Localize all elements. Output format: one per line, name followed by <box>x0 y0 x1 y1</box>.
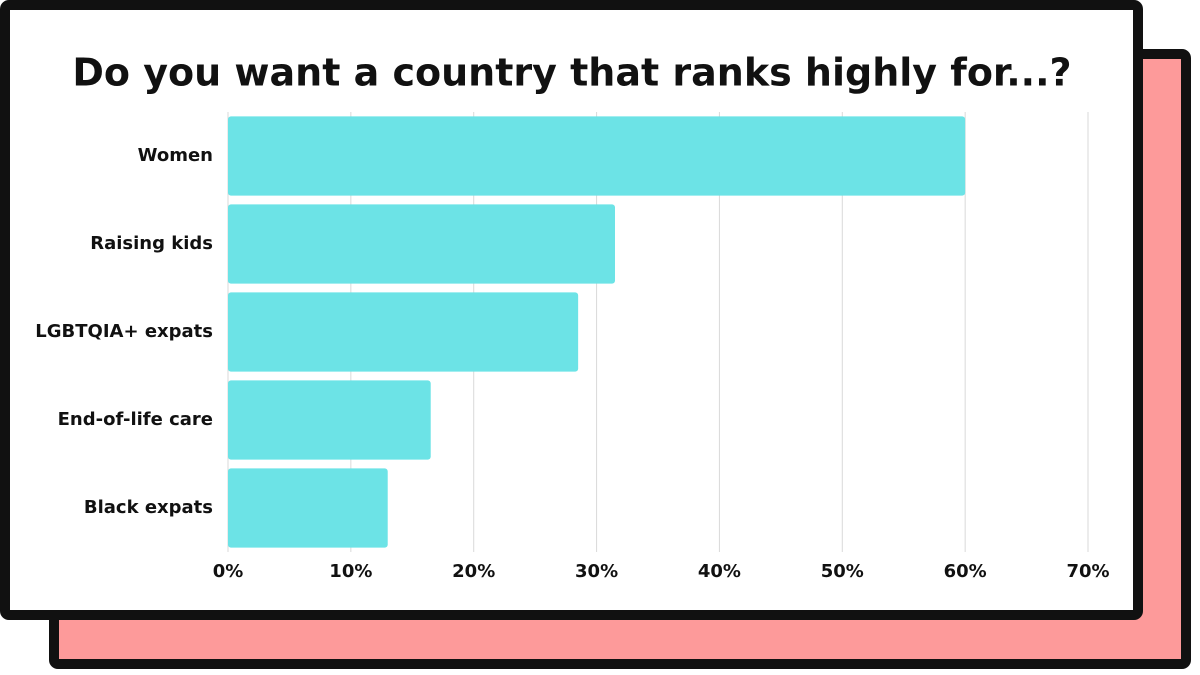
x-tick-label: 0% <box>213 561 244 582</box>
y-tick-label: Raising kids <box>90 233 213 254</box>
y-tick-label: Women <box>138 145 213 166</box>
x-tick-label: 30% <box>575 561 618 582</box>
x-tick-label: 10% <box>329 561 372 582</box>
bar <box>228 116 966 196</box>
y-tick-label: LGBTQIA+ expats <box>35 321 213 342</box>
y-tick-label: Black expats <box>84 497 213 518</box>
bar <box>228 204 615 284</box>
plot-area: 0% 10% 20% 30% 40% 50% 60% 70% Women Raising kids… <box>35 112 1110 582</box>
bar <box>228 292 579 372</box>
x-tick-label: 40% <box>698 561 741 582</box>
x-tick-label: 70% <box>1066 561 1109 582</box>
x-tick-label: 60% <box>944 561 987 582</box>
bar <box>228 468 388 548</box>
x-tick-label: 50% <box>821 561 864 582</box>
y-tick-label: End-of-life care <box>58 409 213 430</box>
chart-title: Do you want a country that ranks highly … <box>72 51 1071 95</box>
bar <box>228 380 431 460</box>
x-tick-label: 20% <box>452 561 495 582</box>
